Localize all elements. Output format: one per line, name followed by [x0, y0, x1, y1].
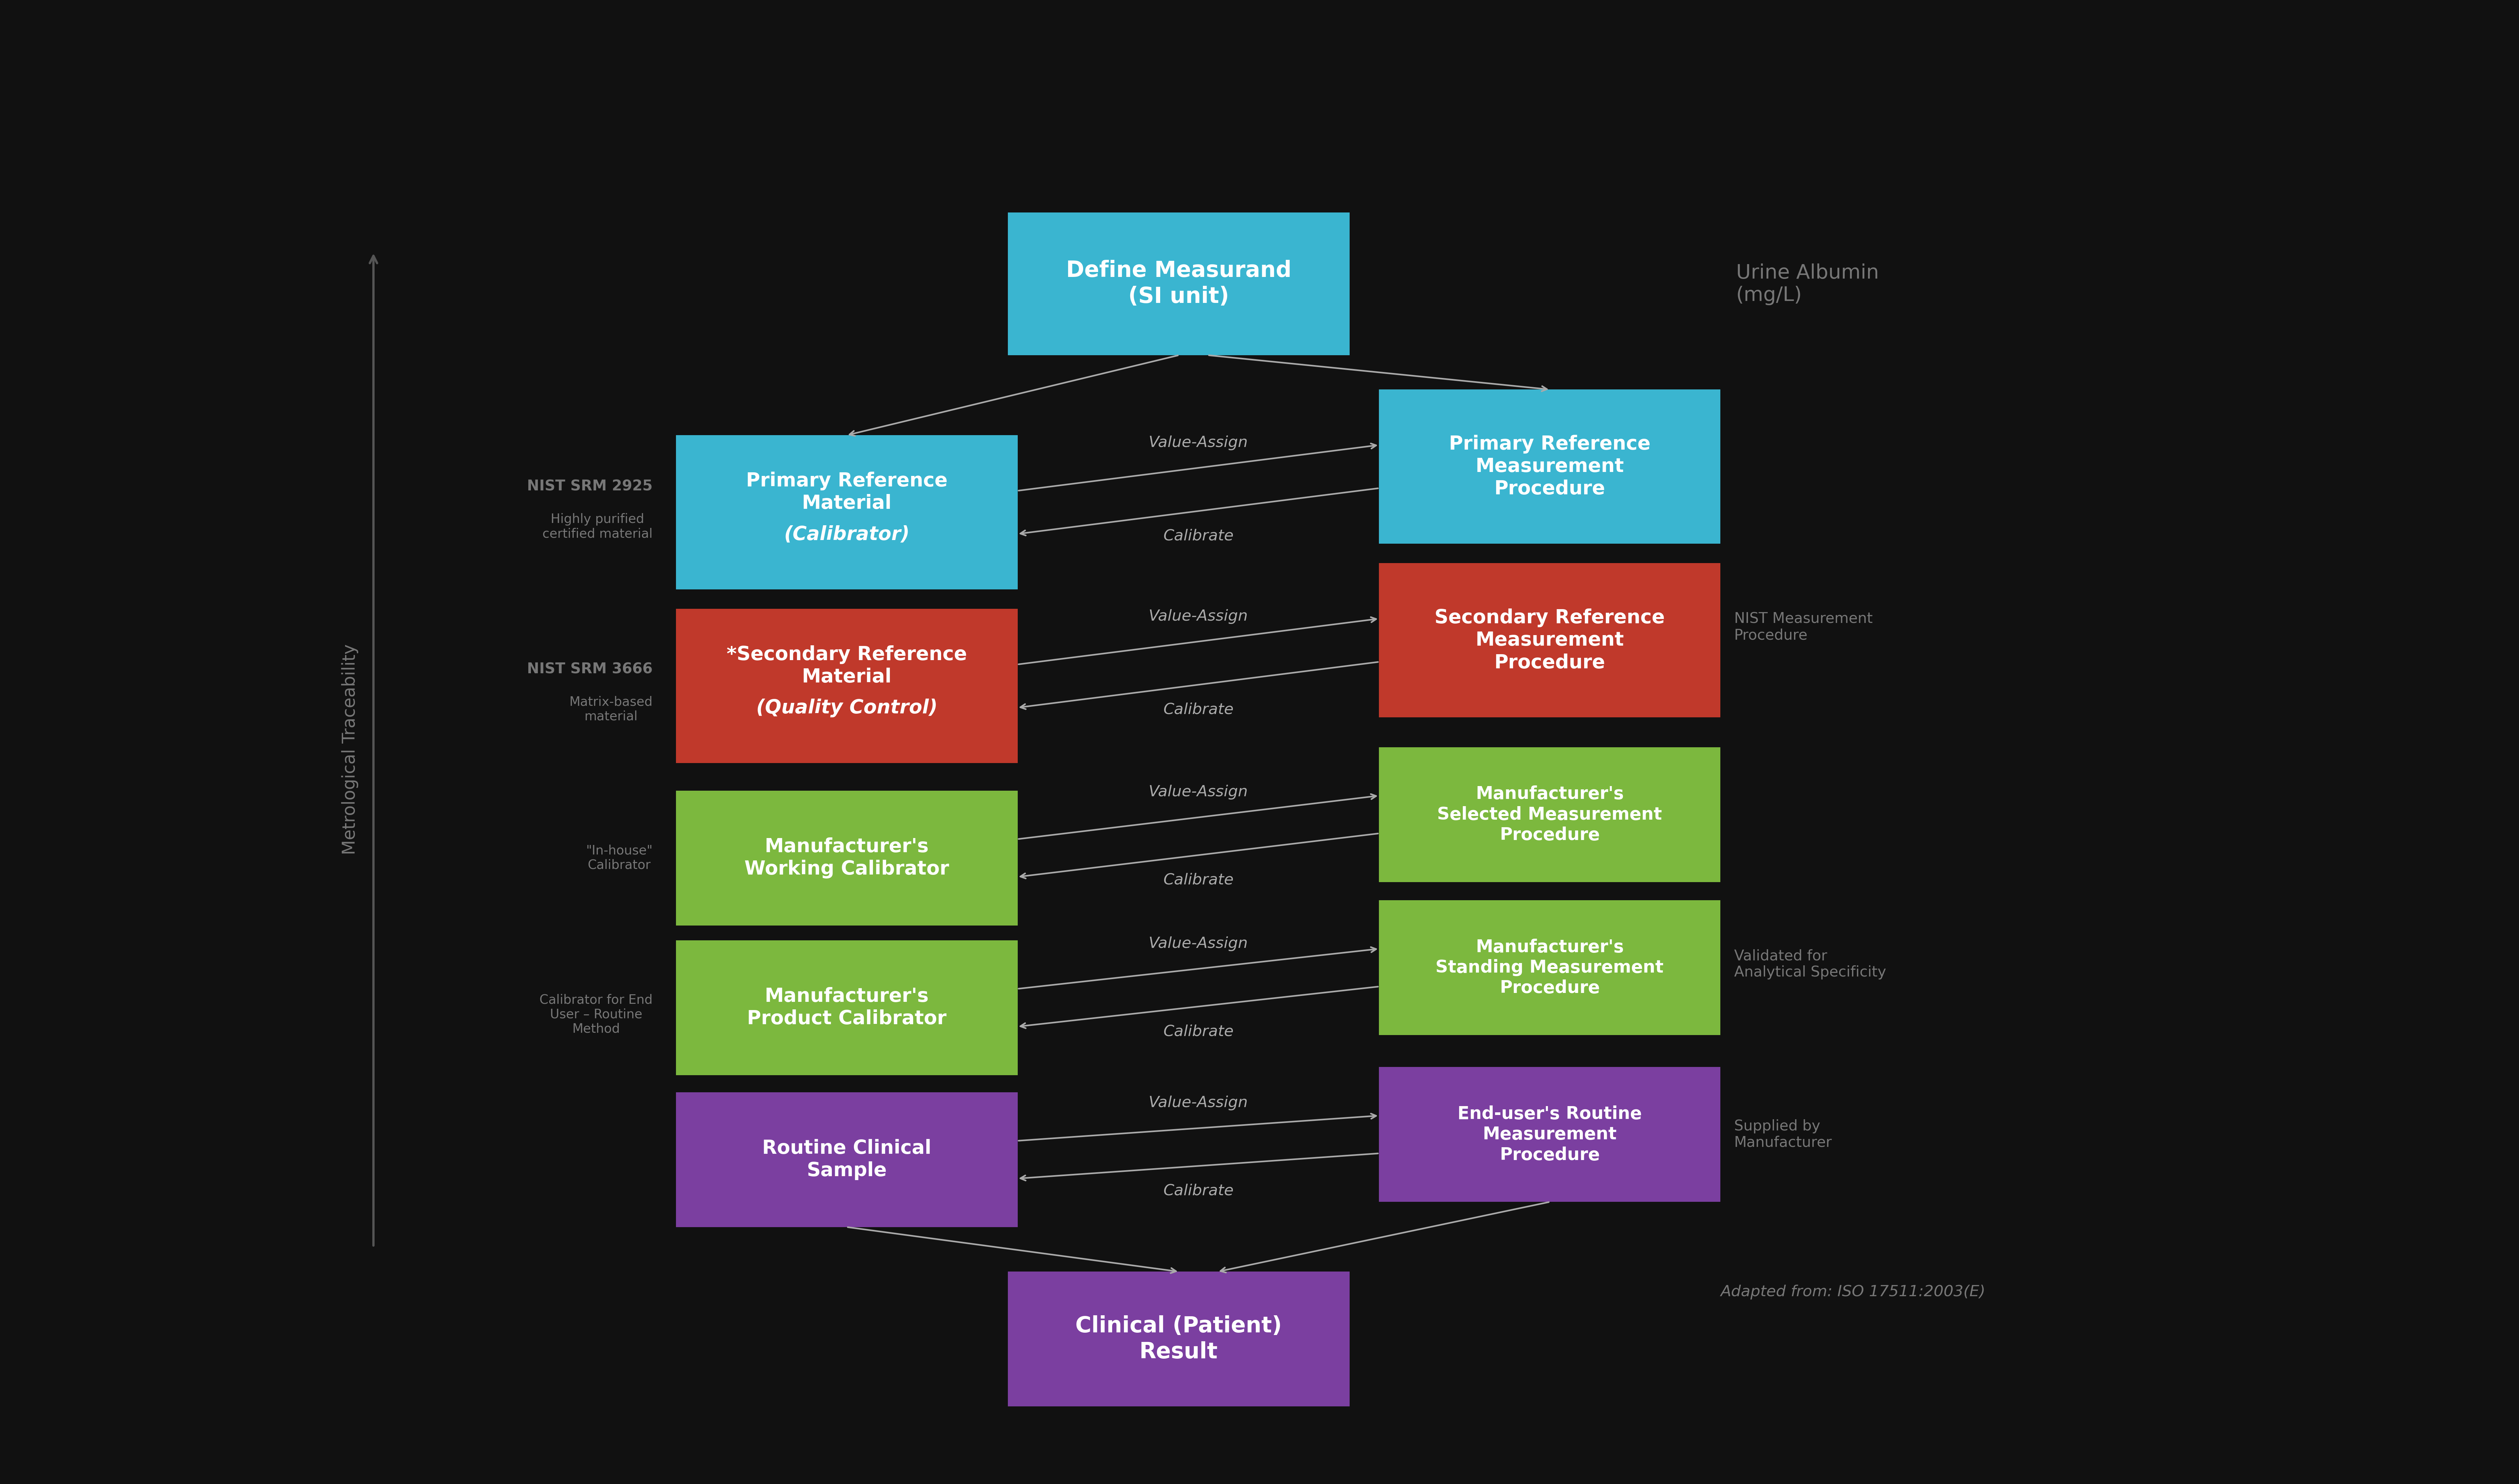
- Text: "In-house"
Calibrator: "In-house" Calibrator: [587, 844, 652, 871]
- Text: Manufacturer's
Working Calibrator: Manufacturer's Working Calibrator: [746, 837, 950, 879]
- Text: Manufacturer's
Standing Measurement
Procedure: Manufacturer's Standing Measurement Proc…: [1436, 939, 1663, 997]
- Text: Calibrator for End
User – Routine
Method: Calibrator for End User – Routine Method: [539, 994, 652, 1036]
- Text: *Secondary Reference
Material: *Secondary Reference Material: [725, 646, 967, 687]
- Text: (Quality Control): (Quality Control): [756, 699, 937, 717]
- FancyBboxPatch shape: [1378, 1067, 1720, 1202]
- Text: Highly purified
certified material: Highly purified certified material: [542, 513, 652, 540]
- Text: Calibrate: Calibrate: [1164, 528, 1234, 543]
- Text: NIST SRM 2925: NIST SRM 2925: [526, 479, 652, 494]
- Text: Calibrate: Calibrate: [1164, 873, 1234, 887]
- Text: End-user's Routine
Measurement
Procedure: End-user's Routine Measurement Procedure: [1459, 1106, 1642, 1163]
- Text: Value-Assign: Value-Assign: [1149, 936, 1247, 951]
- Text: Define Measurand
(SI unit): Define Measurand (SI unit): [1066, 260, 1292, 307]
- FancyBboxPatch shape: [675, 608, 1018, 763]
- Text: Adapted from: ISO 17511:2003(E): Adapted from: ISO 17511:2003(E): [1720, 1285, 1985, 1300]
- FancyBboxPatch shape: [675, 1092, 1018, 1227]
- Text: NIST SRM 3666: NIST SRM 3666: [526, 662, 652, 677]
- Text: Calibrate: Calibrate: [1164, 1024, 1234, 1039]
- Text: Calibrate: Calibrate: [1164, 1184, 1234, 1199]
- Text: Validated for
Analytical Specificity: Validated for Analytical Specificity: [1733, 948, 1887, 979]
- Text: Value-Assign: Value-Assign: [1149, 435, 1247, 450]
- FancyBboxPatch shape: [675, 791, 1018, 926]
- Text: Metrological Traceability: Metrological Traceability: [343, 644, 358, 855]
- Text: Value-Assign: Value-Assign: [1149, 1095, 1247, 1110]
- Text: Value-Assign: Value-Assign: [1149, 608, 1247, 623]
- Text: Primary Reference
Material: Primary Reference Material: [746, 472, 947, 513]
- FancyBboxPatch shape: [675, 941, 1018, 1074]
- Text: Manufacturer's
Product Calibrator: Manufacturer's Product Calibrator: [748, 987, 947, 1028]
- FancyBboxPatch shape: [1008, 212, 1350, 355]
- FancyBboxPatch shape: [1008, 1272, 1350, 1407]
- Text: Clinical (Patient)
Result: Clinical (Patient) Result: [1076, 1315, 1282, 1362]
- Text: Primary Reference
Measurement
Procedure: Primary Reference Measurement Procedure: [1448, 435, 1650, 499]
- FancyBboxPatch shape: [1378, 901, 1720, 1036]
- Text: Matrix-based
material: Matrix-based material: [569, 696, 652, 723]
- FancyBboxPatch shape: [1378, 389, 1720, 543]
- Text: NIST Measurement
Procedure: NIST Measurement Procedure: [1733, 611, 1872, 643]
- FancyBboxPatch shape: [1378, 562, 1720, 717]
- Text: Routine Clinical
Sample: Routine Clinical Sample: [763, 1140, 932, 1180]
- Text: Value-Assign: Value-Assign: [1149, 785, 1247, 800]
- FancyBboxPatch shape: [675, 435, 1018, 589]
- Text: (Calibrator): (Calibrator): [783, 525, 909, 543]
- Text: Urine Albumin
(mg/L): Urine Albumin (mg/L): [1736, 264, 1879, 306]
- FancyBboxPatch shape: [1378, 746, 1720, 881]
- Text: Secondary Reference
Measurement
Procedure: Secondary Reference Measurement Procedur…: [1433, 608, 1665, 672]
- Text: Manufacturer's
Selected Measurement
Procedure: Manufacturer's Selected Measurement Proc…: [1438, 785, 1663, 843]
- Text: Supplied by
Manufacturer: Supplied by Manufacturer: [1733, 1119, 1831, 1150]
- Text: Calibrate: Calibrate: [1164, 702, 1234, 717]
